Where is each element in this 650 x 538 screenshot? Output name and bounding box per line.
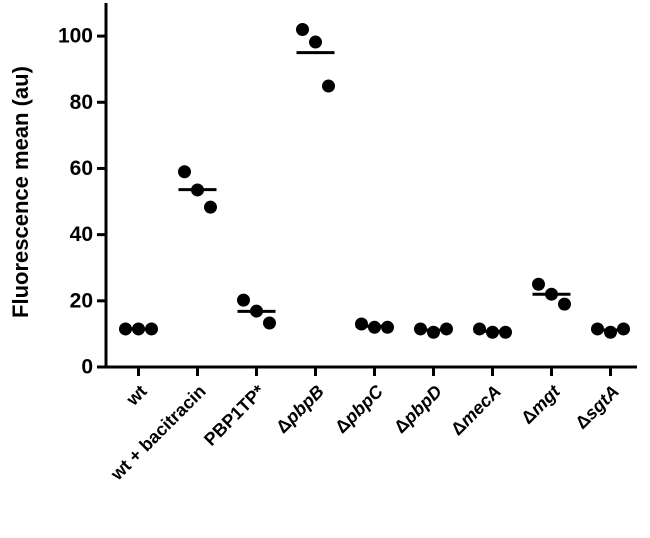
data-point [237,293,250,307]
data-point [178,165,191,179]
y-tick-label: 0 [81,356,93,379]
x-tick-label: ΔpbpD [390,381,446,437]
x-tick-label: ΔsgtA [571,381,623,433]
data-point [355,317,368,331]
data-point [473,322,486,336]
y-tick-label: 60 [70,157,93,180]
data-point [204,200,217,214]
x-tick-label: wt + bacitracin [106,381,210,485]
x-tick-label: ΔpbpC [331,380,388,437]
y-tick-label: 80 [70,91,93,114]
data-point [322,79,335,93]
data-point [532,277,545,291]
x-tick-label: Δmgt [517,380,564,427]
y-tick-label: 40 [70,223,93,246]
data-point [427,325,440,339]
x-tick-label: wt [122,381,151,410]
y-tick-label: 20 [70,289,93,312]
y-axis-title: Fluorescence mean (au) [8,66,33,318]
data-point [309,35,322,49]
data-point [604,325,617,339]
y-tick-label: 100 [58,25,93,48]
x-tick-label: PBP1TP* [200,381,269,450]
x-tick-label: ΔpbpB [272,381,328,437]
data-point [558,297,571,311]
data-point [296,22,309,36]
x-tick-label: ΔmecA [447,381,505,439]
data-point [263,316,276,330]
